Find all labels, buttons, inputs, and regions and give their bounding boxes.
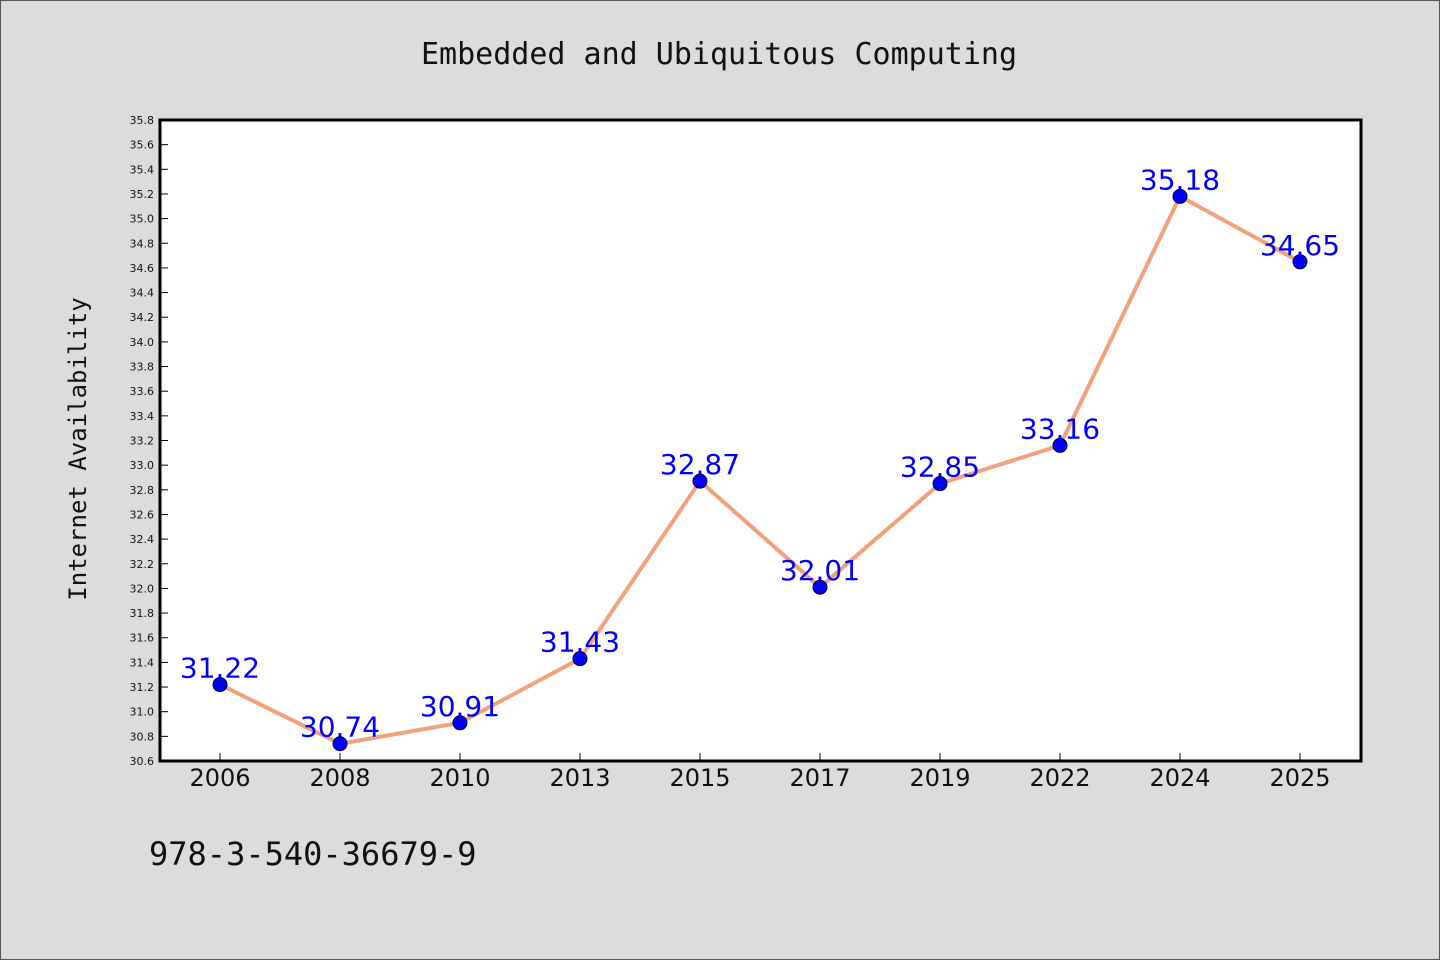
y-tick-label: 35.6 (130, 139, 155, 152)
y-tick-label: 31.0 (130, 706, 155, 719)
y-tick-label: 30.8 (130, 730, 155, 743)
y-tick-label: 32.0 (130, 582, 155, 595)
x-tick-label: 2010 (429, 764, 490, 792)
y-tick-label: 35.0 (130, 213, 155, 226)
x-tick-label: 2008 (309, 764, 370, 792)
y-tick-label: 34.6 (130, 262, 155, 275)
y-tick-label: 35.4 (130, 163, 155, 176)
data-label: 33.16 (1020, 412, 1100, 445)
data-point (932, 476, 948, 492)
y-tick-label: 33.2 (130, 435, 155, 448)
data-point (572, 651, 588, 667)
data-label: 32.85 (900, 451, 980, 484)
series-line-group (218, 194, 1302, 746)
isbn-footer: 978-3-540-36679-9 (149, 835, 477, 873)
x-tick-label: 2015 (669, 764, 730, 792)
y-tick-label: 32.4 (130, 533, 155, 546)
y-tick-label: 31.2 (130, 681, 155, 694)
series-line (218, 194, 1302, 746)
y-tick-label: 35.2 (130, 188, 155, 201)
y-tick-label: 33.8 (130, 361, 155, 374)
y-tick-label: 31.8 (130, 607, 155, 620)
x-tick-label: 2019 (909, 764, 970, 792)
chart-title: Embedded and Ubiquitous Computing (421, 37, 1017, 72)
data-point (1172, 188, 1188, 204)
y-tick-label: 31.4 (130, 656, 155, 669)
y-tick-label: 35.8 (130, 114, 155, 127)
y-tick-label: 34.2 (130, 311, 155, 324)
data-label: 32.01 (780, 554, 860, 587)
plot-area (158, 118, 1363, 763)
y-tick-label: 30.6 (130, 755, 155, 768)
y-tick-label: 32.6 (130, 508, 155, 521)
data-point (692, 473, 708, 489)
y-tick-label: 34.4 (130, 287, 155, 300)
y-tick-label: 32.8 (130, 484, 155, 497)
y-tick-label: 31.6 (130, 632, 155, 645)
y-tick-label: 34.0 (130, 336, 155, 349)
y-tick-label: 33.4 (130, 410, 155, 423)
x-tick-label: 2022 (1029, 764, 1090, 792)
y-tick-label: 33.0 (130, 459, 155, 472)
y-axis-label: Internet Availability (64, 297, 92, 600)
data-labels-group: 31.22 30.74 30.91 31.43 32.87 32.01 32.85 33.16… (180, 163, 1340, 743)
data-label: 31.43 (540, 626, 620, 659)
data-point (812, 579, 828, 595)
data-point (1052, 437, 1068, 453)
data-point (332, 736, 348, 752)
data-label: 34.65 (1260, 229, 1340, 262)
data-label: 30.91 (420, 690, 500, 723)
data-point (212, 677, 228, 693)
x-tick-label: 2025 (1269, 764, 1330, 792)
y-axis: 30.6 30.8 31.0 31.2 31.4 31.6 31.8 32.0 32.2 32.4… (130, 114, 168, 768)
x-tick-label: 2013 (549, 764, 610, 792)
x-axis: 2006 2008 2010 2013 2015 2017 2019 2022 2024 2025 (189, 753, 1331, 792)
data-point (452, 715, 468, 731)
data-label: 31.22 (180, 652, 260, 685)
x-tick-label: 2024 (1149, 764, 1210, 792)
y-tick-label: 33.6 (130, 385, 155, 398)
data-label: 30.74 (300, 711, 380, 744)
y-tick-label: 32.2 (130, 558, 155, 571)
x-tick-label: 2017 (789, 764, 850, 792)
data-label: 35.18 (1140, 163, 1220, 196)
y-tick-label: 34.8 (130, 237, 155, 250)
data-label: 32.87 (660, 448, 740, 481)
markers-group (212, 188, 1308, 752)
data-point (1292, 254, 1308, 270)
x-tick-label: 2006 (189, 764, 250, 792)
